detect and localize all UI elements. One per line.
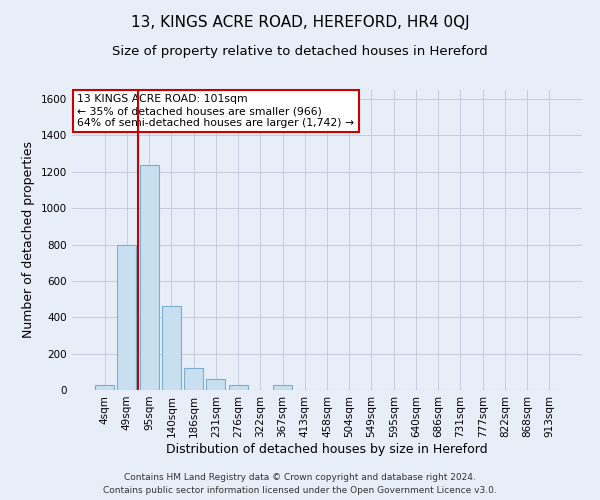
- Bar: [184, 368, 203, 390]
- Text: Size of property relative to detached houses in Hereford: Size of property relative to detached ho…: [112, 45, 488, 58]
- Text: 13, KINGS ACRE ROAD, HEREFORD, HR4 0QJ: 13, KINGS ACRE ROAD, HEREFORD, HR4 0QJ: [131, 15, 469, 30]
- X-axis label: Distribution of detached houses by size in Hereford: Distribution of detached houses by size …: [166, 442, 488, 456]
- Text: 13 KINGS ACRE ROAD: 101sqm
← 35% of detached houses are smaller (966)
64% of sem: 13 KINGS ACRE ROAD: 101sqm ← 35% of deta…: [77, 94, 354, 128]
- Bar: [162, 306, 181, 390]
- Bar: [95, 386, 114, 390]
- Bar: [229, 386, 248, 390]
- Bar: [273, 386, 292, 390]
- Y-axis label: Number of detached properties: Number of detached properties: [22, 142, 35, 338]
- Text: Contains HM Land Registry data © Crown copyright and database right 2024.
Contai: Contains HM Land Registry data © Crown c…: [103, 474, 497, 495]
- Bar: [140, 164, 158, 390]
- Bar: [118, 244, 136, 390]
- Bar: [206, 379, 225, 390]
